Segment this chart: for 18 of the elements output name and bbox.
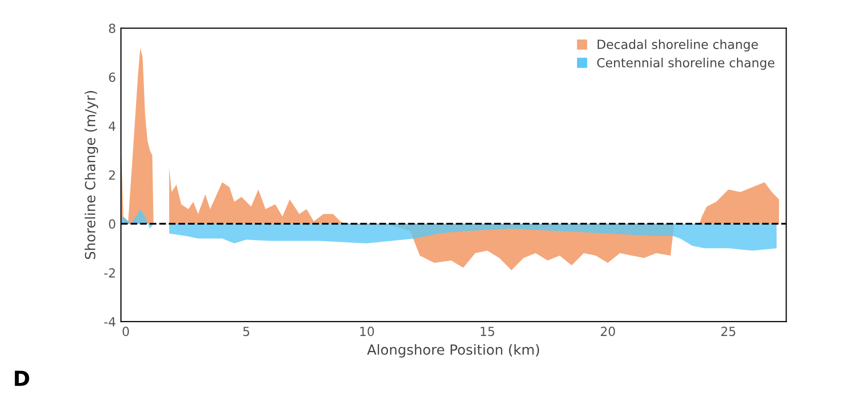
- y-tick-label: -4: [104, 317, 116, 326]
- x-tick-label: 5: [243, 326, 250, 336]
- y-tick-label: 8: [108, 24, 116, 34]
- x-axis-title: Alongshore Position (km): [367, 344, 540, 358]
- y-tick-label: -2: [104, 268, 115, 278]
- x-tick-label: 20: [600, 326, 615, 336]
- text: D: [14, 370, 30, 386]
- y-tick-label: 4: [108, 122, 116, 131]
- legend-label: Centennial shoreline change: [597, 58, 774, 70]
- y-tick-label: 2: [109, 170, 115, 180]
- y-tick-label: 6: [109, 72, 116, 82]
- legend-label: Decadal shoreline change: [598, 39, 758, 52]
- x-tick-label: 10: [360, 326, 374, 336]
- y-tick-label: 0: [108, 219, 116, 229]
- y-axis-title: Shoreline Change (m/yr): [84, 91, 98, 260]
- x-tick-label: 25: [721, 326, 736, 336]
- x-tick-label: 15: [480, 326, 494, 336]
- x-tick-label: 0: [122, 326, 129, 336]
